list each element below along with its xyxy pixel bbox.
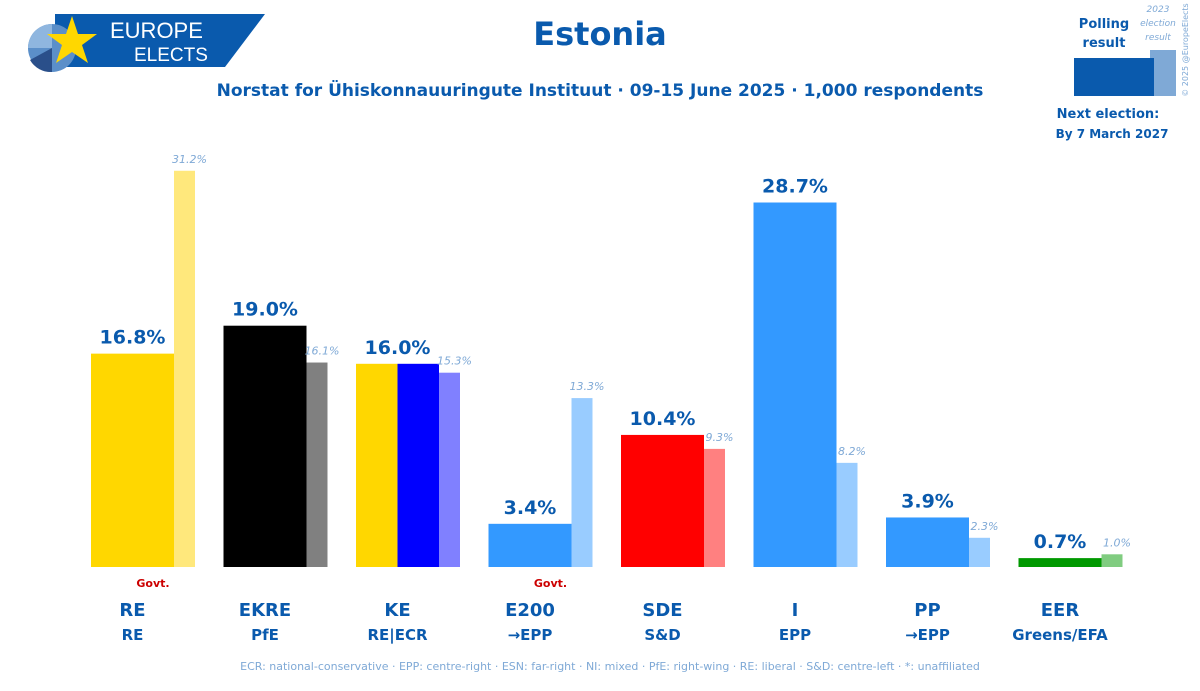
legend-box: Polling result 2023 election result © 20… bbox=[1056, 3, 1190, 141]
poll-label-eer: 0.7% bbox=[1034, 531, 1087, 553]
logo-text-europe: EUROPE bbox=[110, 18, 203, 43]
category-label-ekre: EKRE bbox=[239, 600, 291, 621]
election-label-re: 31.2% bbox=[172, 153, 207, 166]
poll-label-ke: 16.0% bbox=[365, 337, 431, 359]
poll-bar-sde bbox=[621, 434, 704, 567]
category-label-eer: EER bbox=[1041, 600, 1080, 621]
category-label-ke: KE bbox=[384, 600, 410, 621]
legend-election-line2: election bbox=[1140, 19, 1176, 29]
chart-subtitle: Norstat for Ühiskonnauuringute Instituut… bbox=[217, 79, 984, 101]
poll-bar-re bbox=[91, 353, 174, 567]
category-label-i: I bbox=[792, 600, 799, 621]
election-bar-sde bbox=[704, 448, 725, 567]
govt-label-e200: Govt. bbox=[534, 577, 567, 590]
poll-label-e200: 3.4% bbox=[504, 497, 557, 519]
election-bar-ekre bbox=[306, 362, 328, 567]
legend-polling-line1: Polling bbox=[1079, 17, 1129, 32]
legend-polling-line2: result bbox=[1083, 36, 1126, 51]
election-label-ke: 15.3% bbox=[437, 355, 472, 368]
group-label-sde: S&D bbox=[644, 626, 680, 644]
legend-election-swatch bbox=[1150, 50, 1176, 96]
poll-bar-i bbox=[753, 202, 837, 567]
category-label-e200: E200 bbox=[505, 600, 555, 621]
legend-election-line3: result bbox=[1145, 33, 1171, 43]
govt-label-re: Govt. bbox=[136, 577, 169, 590]
poll-label-ekre: 19.0% bbox=[232, 299, 298, 321]
election-bar-re bbox=[174, 170, 195, 567]
group-label-ke: RE|ECR bbox=[367, 626, 428, 645]
group-label-pp: →EPP bbox=[905, 626, 950, 644]
poll-label-re: 16.8% bbox=[100, 327, 166, 349]
poll-bar-eer bbox=[1018, 558, 1102, 567]
europe-elects-logo: EUROPE ELECTS bbox=[28, 14, 265, 73]
group-label-ekre: PfE bbox=[251, 626, 279, 644]
logo-text-elects: ELECTS bbox=[134, 45, 208, 66]
poll-bar-ekre bbox=[223, 325, 307, 567]
poll-bar-ke-2 bbox=[397, 363, 439, 567]
poll-bar-e200 bbox=[488, 523, 572, 567]
next-election-date: By 7 March 2027 bbox=[1056, 127, 1169, 141]
election-label-sde: 9.3% bbox=[706, 431, 734, 444]
election-label-i: 8.2% bbox=[838, 445, 866, 458]
category-label-re: RE bbox=[119, 600, 145, 621]
legend-polling-swatch bbox=[1074, 58, 1154, 96]
election-label-pp: 2.3% bbox=[971, 520, 999, 533]
election-bar-e200 bbox=[571, 398, 593, 567]
copyright-text: © 2025 @EuropeElects bbox=[1181, 3, 1190, 96]
election-label-eer: 1.0% bbox=[1103, 536, 1131, 549]
poll-label-i: 28.7% bbox=[762, 176, 828, 198]
election-bar-eer bbox=[1101, 554, 1123, 567]
legend-election-line1: 2023 bbox=[1147, 5, 1170, 15]
election-label-ekre: 16.1% bbox=[305, 345, 340, 358]
group-label-re: RE bbox=[122, 626, 144, 644]
footer-note: ECR: national-conservative · EPP: centre… bbox=[240, 660, 980, 673]
next-election-label: Next election: bbox=[1057, 107, 1160, 122]
group-label-e200: →EPP bbox=[508, 626, 553, 644]
category-label-sde: SDE bbox=[642, 600, 682, 621]
election-bar-i bbox=[836, 462, 858, 567]
chart-title: Estonia bbox=[533, 15, 667, 53]
poll-label-sde: 10.4% bbox=[630, 408, 696, 430]
poll-bar-ke-1 bbox=[356, 363, 398, 567]
group-label-i: EPP bbox=[779, 626, 811, 644]
election-bar-ke bbox=[439, 372, 460, 567]
election-label-e200: 13.3% bbox=[570, 380, 605, 393]
poll-bar-pp bbox=[886, 517, 969, 567]
bars: 16.8% 31.2% RE RE Govt. 19.0% 16.1% EKRE PfE 16.0… bbox=[91, 153, 1131, 645]
election-bar-pp bbox=[969, 537, 990, 567]
group-label-eer: Greens/EFA bbox=[1012, 626, 1108, 644]
category-label-pp: PP bbox=[914, 600, 940, 621]
poll-label-pp: 3.9% bbox=[901, 490, 954, 512]
logo-star-icon bbox=[47, 16, 97, 63]
logo-banner bbox=[55, 14, 265, 67]
